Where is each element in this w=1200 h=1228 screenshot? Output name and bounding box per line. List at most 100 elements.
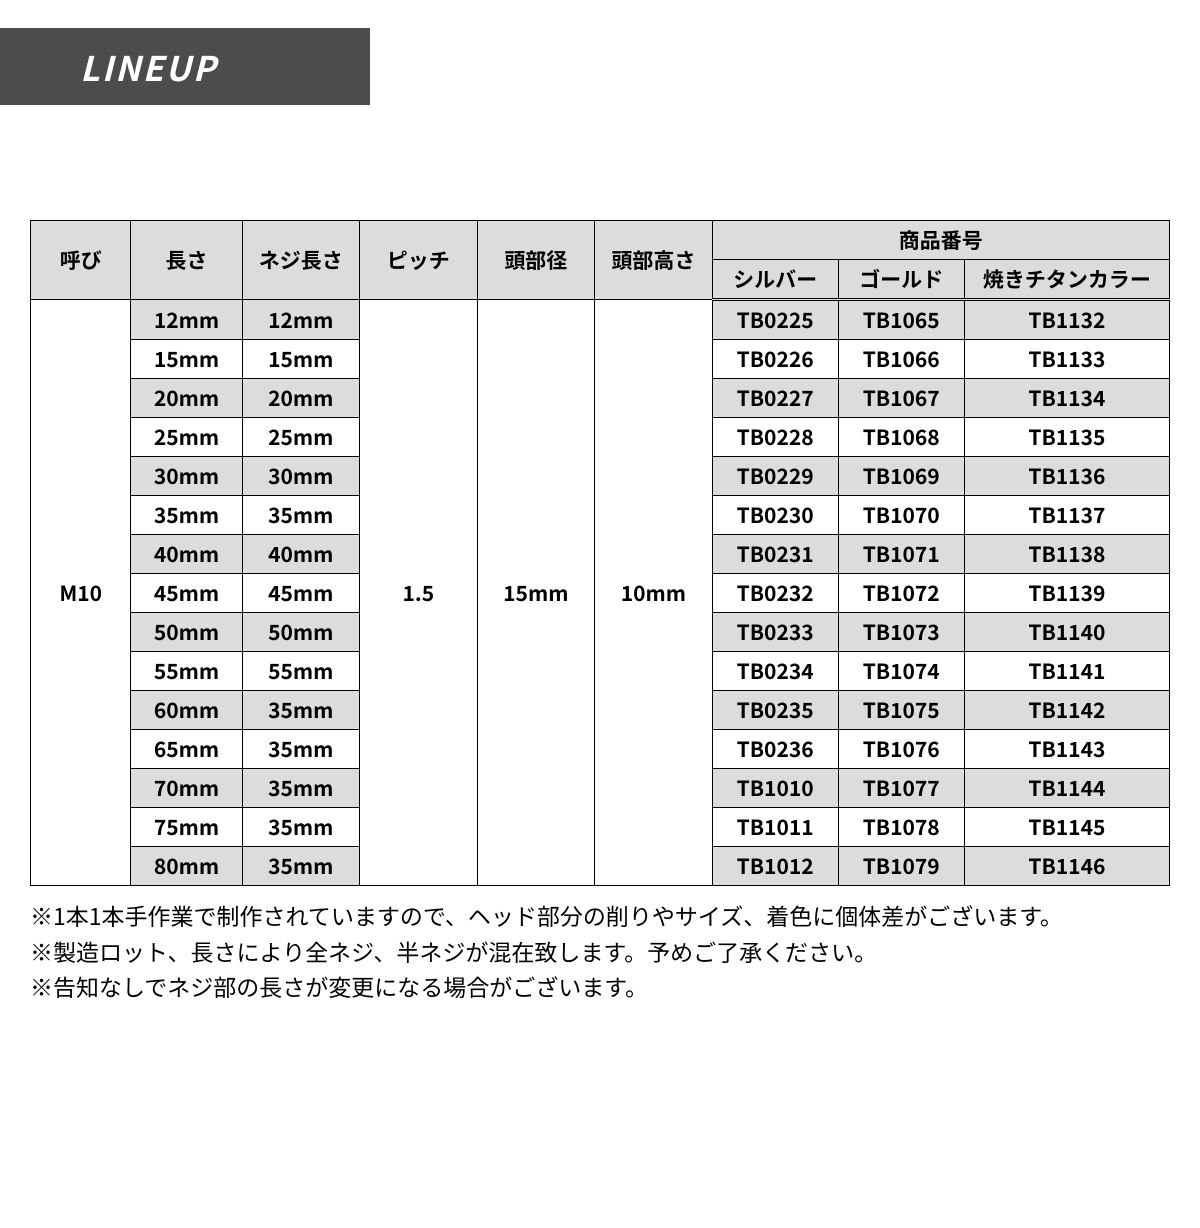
cell-neji-length: 20mm <box>242 379 360 418</box>
th-pitch: ピッチ <box>360 221 478 300</box>
cell-length: 50mm <box>131 613 242 652</box>
cell-gold: TB1073 <box>838 613 964 652</box>
cell-gold: TB1074 <box>838 652 964 691</box>
note-line: ※告知なしでネジ部の長さが変更になる場合がございます。 <box>30 969 1170 1005</box>
cell-gold: TB1065 <box>838 300 964 340</box>
th-product: 商品番号 <box>712 221 1169 260</box>
cell-neji-length: 35mm <box>242 808 360 847</box>
cell-gold: TB1077 <box>838 769 964 808</box>
note-line: ※製造ロット、長さにより全ネジ、半ネジが混在致します。予めご了承ください。 <box>30 934 1170 970</box>
cell-gold: TB1078 <box>838 808 964 847</box>
cell-neji-length: 35mm <box>242 730 360 769</box>
cell-yaki: TB1146 <box>964 847 1169 886</box>
cell-yaki: TB1136 <box>964 457 1169 496</box>
cell-neji-length: 45mm <box>242 574 360 613</box>
table-row: M1012mm12mm1.515mm10mmTB0225TB1065TB1132 <box>31 300 1170 340</box>
table-body: M1012mm12mm1.515mm10mmTB0225TB1065TB1132… <box>31 300 1170 886</box>
cell-silver: TB0236 <box>712 730 838 769</box>
cell-gold: TB1071 <box>838 535 964 574</box>
th-yobi: 呼び <box>31 221 131 300</box>
cell-gold: TB1070 <box>838 496 964 535</box>
cell-neji-length: 12mm <box>242 300 360 340</box>
cell-gold: TB1076 <box>838 730 964 769</box>
cell-silver: TB0230 <box>712 496 838 535</box>
cell-length: 35mm <box>131 496 242 535</box>
banner-title: LINEUP <box>80 42 217 91</box>
cell-silver: TB0231 <box>712 535 838 574</box>
cell-gold: TB1072 <box>838 574 964 613</box>
cell-yaki: TB1141 <box>964 652 1169 691</box>
cell-yaki: TB1142 <box>964 691 1169 730</box>
notes-block: ※1本1本手作業で制作されていますので、ヘッド部分の削りやサイズ、着色に個体差が… <box>30 898 1170 1005</box>
cell-length: 25mm <box>131 418 242 457</box>
cell-yaki: TB1134 <box>964 379 1169 418</box>
cell-yaki: TB1140 <box>964 613 1169 652</box>
cell-neji-length: 35mm <box>242 691 360 730</box>
th-silver: シルバー <box>712 260 838 300</box>
table-head: 呼び 長さ ネジ長さ ピッチ 頭部径 頭部高さ 商品番号 シルバー ゴールド 焼… <box>31 221 1170 300</box>
th-gold: ゴールド <box>838 260 964 300</box>
cell-silver: TB0229 <box>712 457 838 496</box>
th-headh: 頭部高さ <box>595 221 713 300</box>
cell-length: 40mm <box>131 535 242 574</box>
cell-gold: TB1066 <box>838 340 964 379</box>
cell-head_h: 10mm <box>595 300 713 886</box>
cell-yaki: TB1135 <box>964 418 1169 457</box>
cell-yaki: TB1133 <box>964 340 1169 379</box>
cell-length: 80mm <box>131 847 242 886</box>
cell-yaki: TB1138 <box>964 535 1169 574</box>
cell-neji-length: 50mm <box>242 613 360 652</box>
cell-silver: TB1010 <box>712 769 838 808</box>
cell-yaki: TB1132 <box>964 300 1169 340</box>
cell-yobi: M10 <box>31 300 131 886</box>
cell-silver: TB0227 <box>712 379 838 418</box>
cell-yaki: TB1137 <box>964 496 1169 535</box>
lineup-table: 呼び 長さ ネジ長さ ピッチ 頭部径 頭部高さ 商品番号 シルバー ゴールド 焼… <box>30 220 1170 886</box>
th-nagasa: 長さ <box>131 221 242 300</box>
cell-length: 20mm <box>131 379 242 418</box>
cell-gold: TB1075 <box>838 691 964 730</box>
cell-gold: TB1067 <box>838 379 964 418</box>
cell-head_dia: 15mm <box>477 300 595 886</box>
cell-neji-length: 15mm <box>242 340 360 379</box>
cell-length: 15mm <box>131 340 242 379</box>
cell-neji-length: 55mm <box>242 652 360 691</box>
cell-gold: TB1079 <box>838 847 964 886</box>
cell-neji-length: 35mm <box>242 847 360 886</box>
cell-neji-length: 30mm <box>242 457 360 496</box>
cell-yaki: TB1139 <box>964 574 1169 613</box>
cell-length: 70mm <box>131 769 242 808</box>
cell-silver: TB0225 <box>712 300 838 340</box>
cell-silver: TB1011 <box>712 808 838 847</box>
cell-neji-length: 35mm <box>242 496 360 535</box>
cell-yaki: TB1144 <box>964 769 1169 808</box>
cell-length: 55mm <box>131 652 242 691</box>
content-container: 呼び 長さ ネジ長さ ピッチ 頭部径 頭部高さ 商品番号 シルバー ゴールド 焼… <box>0 105 1200 1005</box>
cell-length: 12mm <box>131 300 242 340</box>
cell-length: 75mm <box>131 808 242 847</box>
note-line: ※1本1本手作業で制作されていますので、ヘッド部分の削りやサイズ、着色に個体差が… <box>30 898 1170 934</box>
th-neji: ネジ長さ <box>242 221 360 300</box>
cell-neji-length: 25mm <box>242 418 360 457</box>
cell-pitch: 1.5 <box>360 300 478 886</box>
cell-silver: TB0226 <box>712 340 838 379</box>
cell-silver: TB0235 <box>712 691 838 730</box>
cell-gold: TB1069 <box>838 457 964 496</box>
cell-silver: TB0228 <box>712 418 838 457</box>
cell-silver: TB0234 <box>712 652 838 691</box>
cell-length: 45mm <box>131 574 242 613</box>
cell-silver: TB1012 <box>712 847 838 886</box>
th-yaki: 焼きチタンカラー <box>964 260 1169 300</box>
cell-silver: TB0232 <box>712 574 838 613</box>
cell-yaki: TB1143 <box>964 730 1169 769</box>
cell-neji-length: 35mm <box>242 769 360 808</box>
cell-length: 60mm <box>131 691 242 730</box>
cell-neji-length: 40mm <box>242 535 360 574</box>
cell-yaki: TB1145 <box>964 808 1169 847</box>
cell-length: 30mm <box>131 457 242 496</box>
lineup-banner: LINEUP <box>0 28 370 105</box>
cell-silver: TB0233 <box>712 613 838 652</box>
cell-length: 65mm <box>131 730 242 769</box>
th-headd: 頭部径 <box>477 221 595 300</box>
cell-gold: TB1068 <box>838 418 964 457</box>
